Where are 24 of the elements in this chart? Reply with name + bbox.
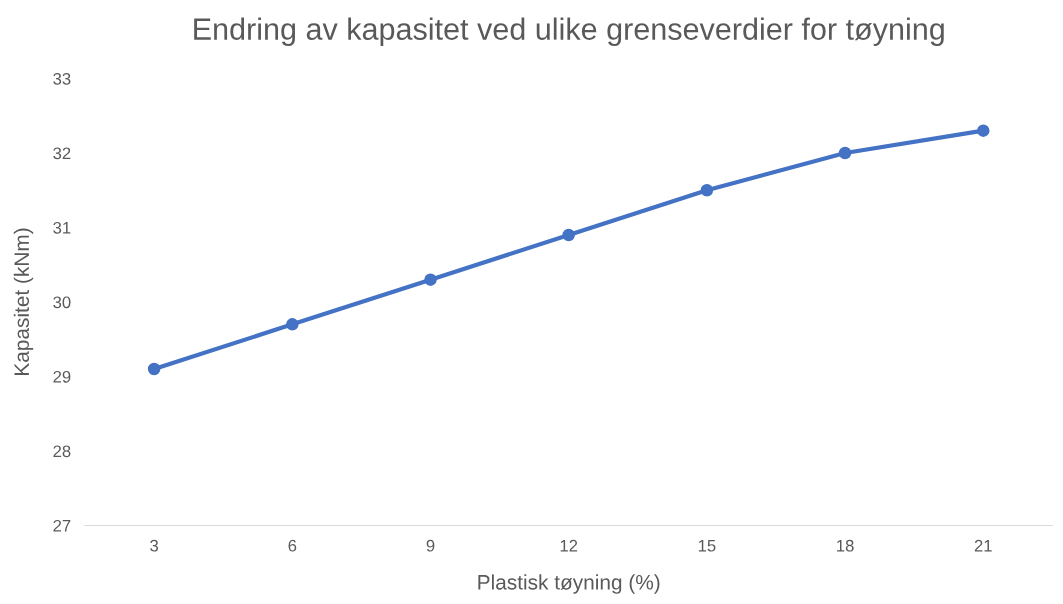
point [562,228,575,242]
x-tick-label: 21 [974,539,992,552]
x-tick-label: 12 [560,539,578,552]
y-tick-label: 32 [53,147,71,160]
y-tick-label: 30 [53,296,71,309]
x-tick-label: 18 [837,539,854,552]
x-tick-label: 6 [288,539,297,552]
chart-title: Endring av kapasitet ved ulike grenseverdier for tøyning [194,17,944,46]
x-axis-title: Plastisk tøyning (%) [478,574,660,594]
y-tick-label: 33 [53,72,71,85]
x-tick-label: 15 [698,539,716,552]
point [147,362,161,376]
y-tick-label: 27 [53,519,71,532]
x-tick-label: 3 [150,539,159,552]
y-tick-label: 28 [53,445,71,458]
x-tick-label: 9 [426,539,435,552]
point [424,273,437,286]
point [286,318,299,331]
y-tick-label: 29 [53,370,71,383]
y-tick-label: 31 [53,221,71,234]
point [977,124,990,137]
y-axis-title: Kapasitet (kNm) [13,228,34,375]
point [838,146,852,160]
point [700,184,714,197]
